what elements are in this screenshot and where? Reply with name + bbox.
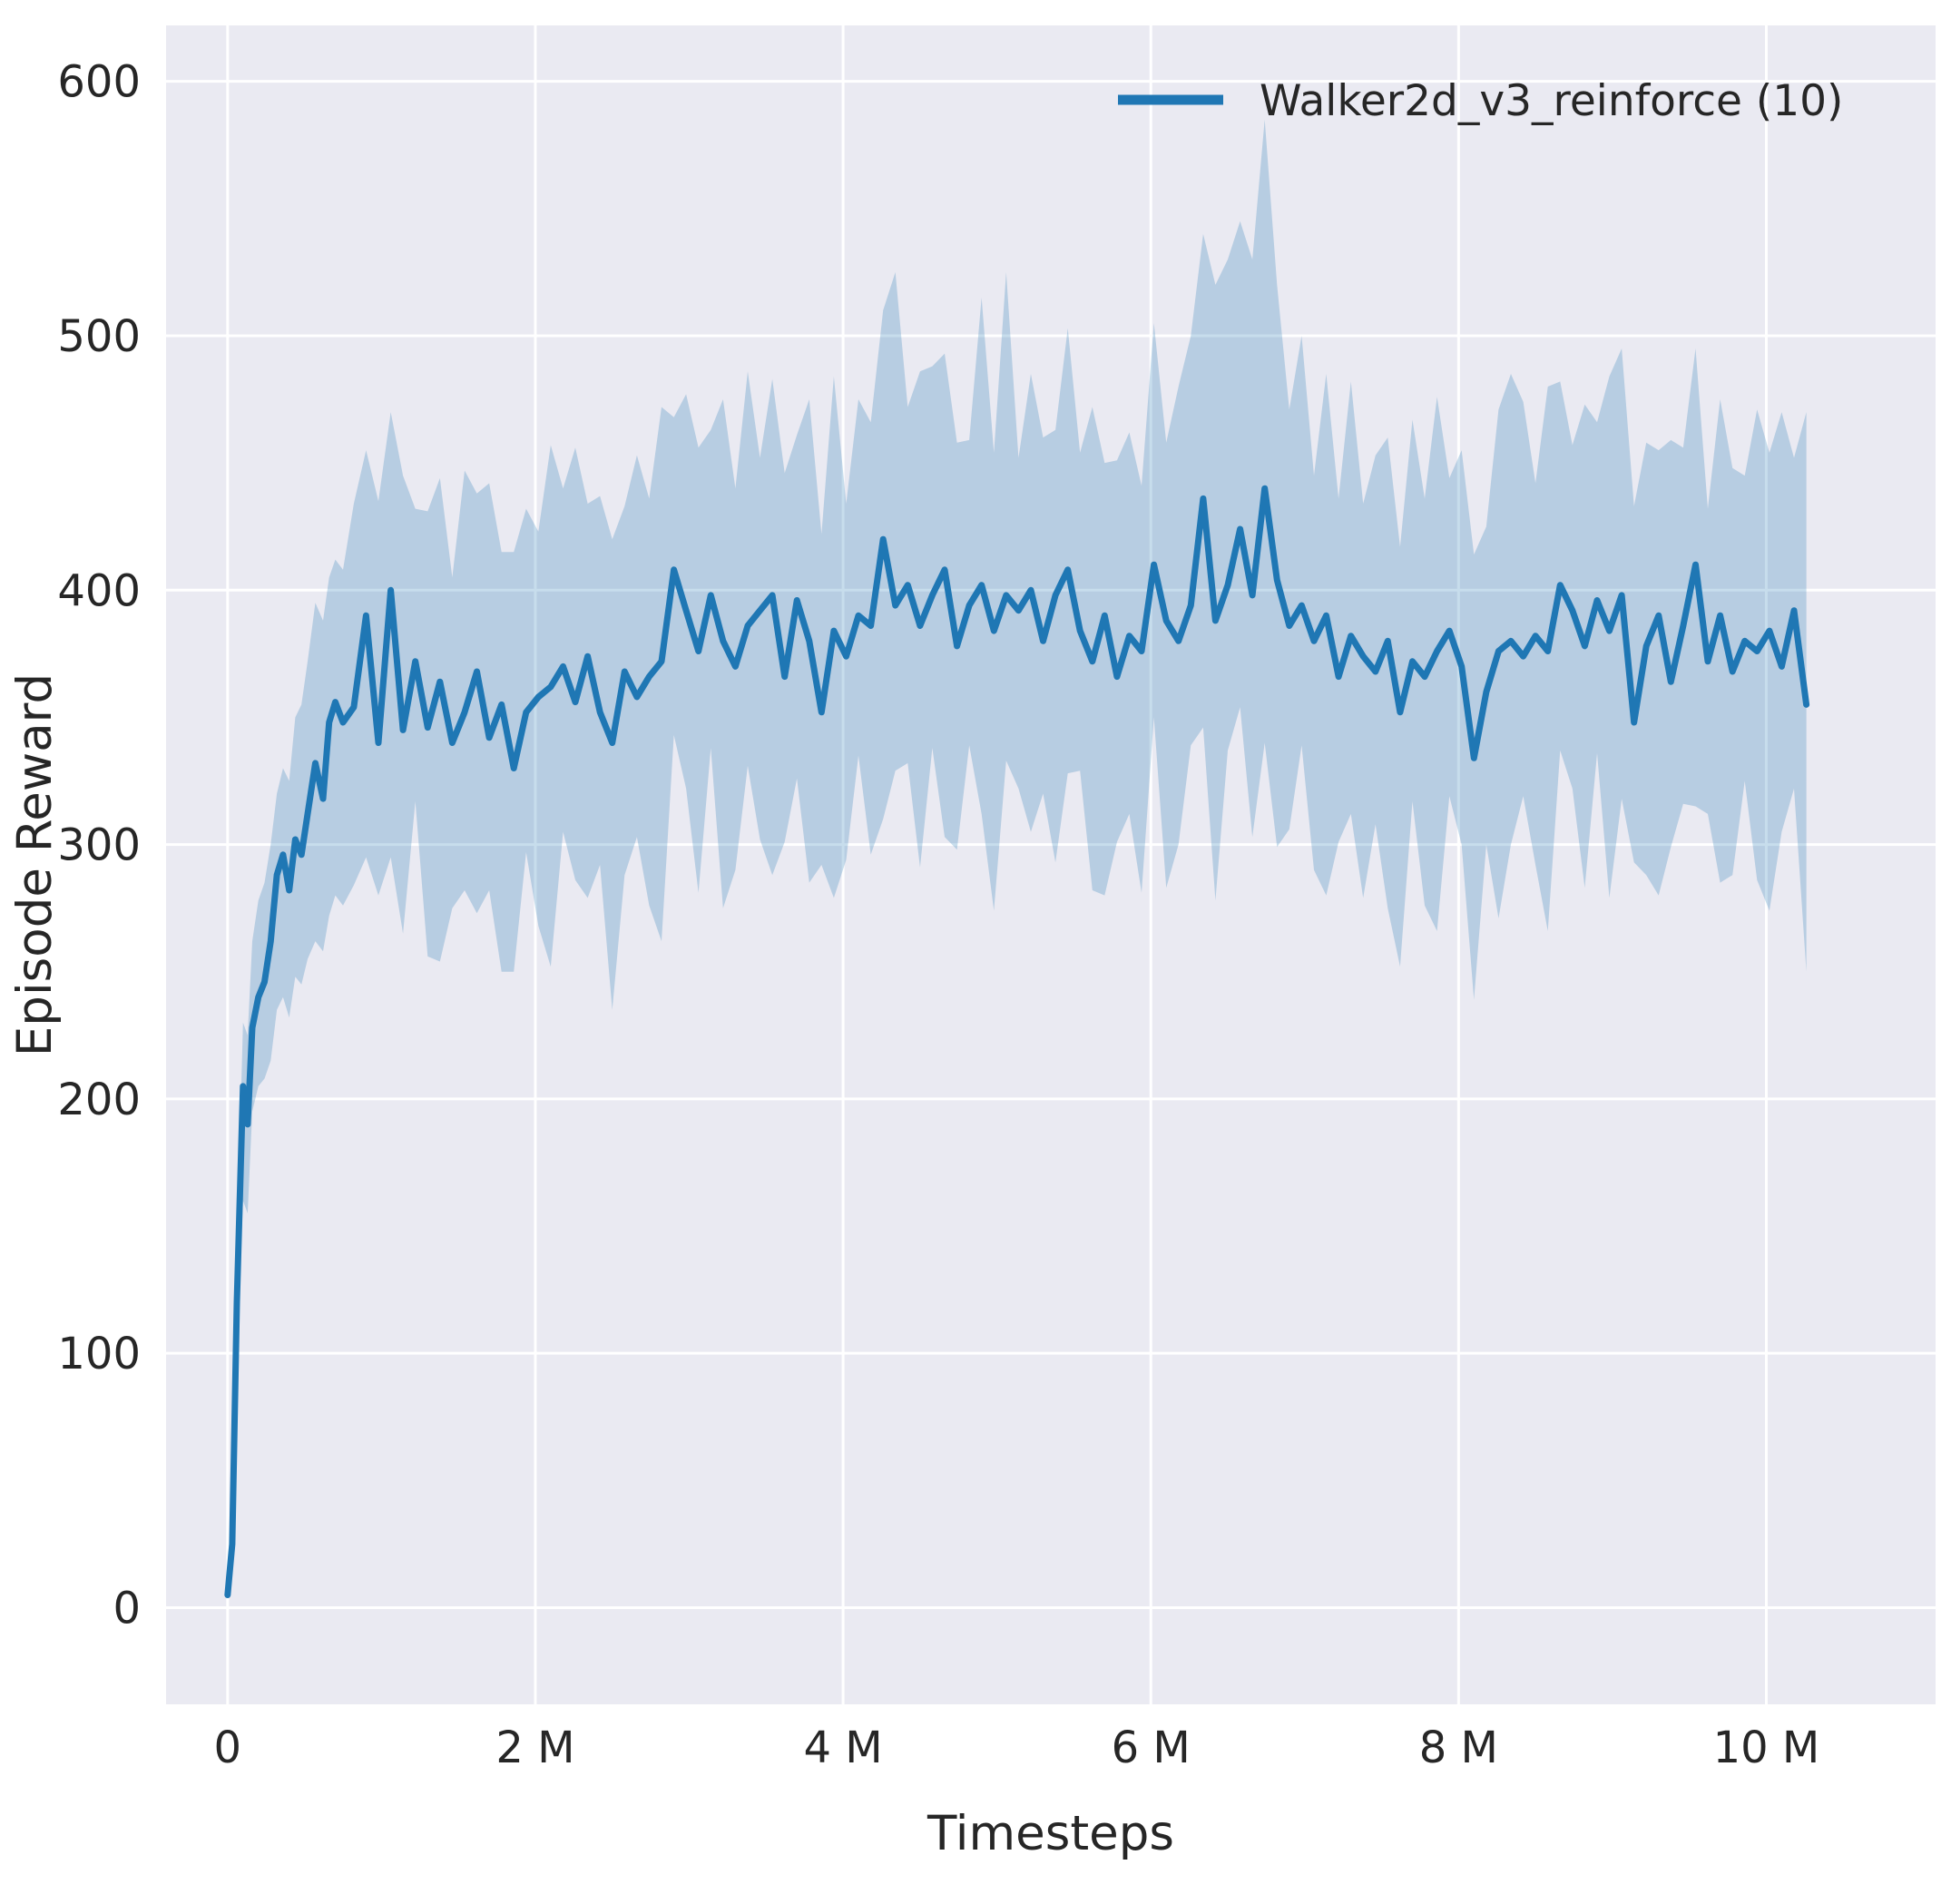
y-tick: 200 (57, 1075, 141, 1125)
y-tick: 0 (113, 1583, 141, 1634)
x-tick: 0 (214, 1722, 242, 1773)
x-tick: 10 M (1713, 1722, 1820, 1773)
x-tick: 4 M (803, 1722, 882, 1773)
x-tick: 2 M (495, 1722, 574, 1773)
x-tick-labels: 0 2 M 4 M 6 M 8 M 10 M (214, 1722, 1820, 1773)
x-tick: 8 M (1419, 1722, 1498, 1773)
y-tick: 600 (57, 57, 141, 108)
confidence-band (227, 119, 1807, 1598)
plot-background (166, 25, 1936, 1704)
y-axis-label: Episode Reward (7, 673, 63, 1056)
y-tick-labels: 0 100 200 300 400 500 600 (57, 57, 141, 1634)
x-axis-label: Timesteps (926, 1806, 1174, 1861)
legend: Walker2d_v3_reinforce (10) (1118, 76, 1843, 126)
y-tick: 400 (57, 565, 141, 616)
legend-label: Walker2d_v3_reinforce (10) (1260, 76, 1843, 126)
y-tick: 500 (57, 311, 141, 362)
x-tick: 6 M (1112, 1722, 1191, 1773)
y-tick: 100 (57, 1329, 141, 1379)
y-tick: 300 (57, 820, 141, 871)
mean-reward-line (224, 485, 1810, 1598)
gridlines (166, 25, 1936, 1704)
